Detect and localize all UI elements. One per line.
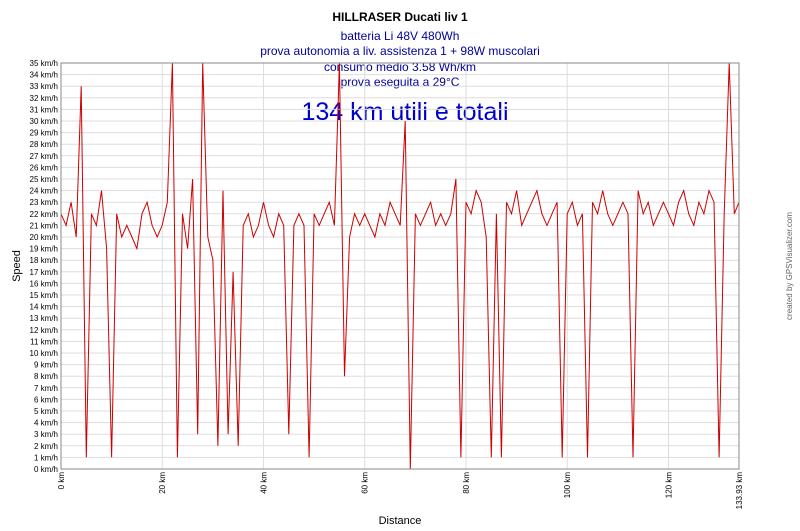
annotation-battery: batteria Li 48V 480Wh [341, 29, 460, 43]
y-tick-label: 13 km/h [30, 314, 58, 323]
y-tick-label: 8 km/h [34, 372, 58, 381]
y-tick-label: 29 km/h [30, 129, 58, 138]
y-tick-label: 27 km/h [30, 152, 58, 161]
chart-title: HILLRASER Ducati liv 1 [332, 10, 468, 24]
y-tick-label: 23 km/h [30, 198, 58, 207]
y-tick-label: 32 km/h [30, 94, 58, 103]
y-tick-label: 18 km/h [30, 256, 58, 265]
y-tick-label: 11 km/h [30, 337, 58, 346]
y-tick-label: 10 km/h [30, 349, 58, 358]
y-tick-label: 7 km/h [34, 384, 58, 393]
y-tick-label: 35 km/h [30, 59, 58, 68]
y-tick-label: 30 km/h [30, 117, 58, 126]
y-tick-label: 34 km/h [30, 71, 58, 80]
annotation-test-mode: prova autonomia a liv. assistenza 1 + 98… [260, 44, 540, 58]
series-line-speed [60, 62, 740, 470]
x-tick-label: 80 km [462, 472, 471, 494]
x-tick-label: 40 km [259, 472, 268, 494]
y-axis-label: Speed [11, 250, 23, 282]
y-tick-label: 24 km/h [30, 187, 58, 196]
x-tick-label: 133.93 km [735, 472, 744, 510]
x-tick-label: 20 km [158, 472, 167, 494]
annotation-temperature: prova eseguita a 29°C [341, 75, 460, 89]
y-tick-label: 14 km/h [30, 303, 58, 312]
plot-frame [60, 62, 740, 470]
x-tick-label: 100 km [563, 472, 572, 499]
y-tick-label: 12 km/h [30, 326, 58, 335]
y-tick-label: 28 km/h [30, 140, 58, 149]
y-tick-label: 33 km/h [30, 82, 58, 91]
y-tick-label: 5 km/h [34, 407, 58, 416]
x-tick-label: 60 km [361, 472, 370, 494]
y-tick-label: 26 km/h [30, 163, 58, 172]
y-tick-label: 25 km/h [30, 175, 58, 184]
x-tick-label: 0 km [57, 472, 66, 490]
y-tick-label: 31 km/h [30, 105, 58, 114]
x-tick-label: 120 km [664, 472, 673, 499]
y-tick-label: 3 km/h [34, 430, 58, 439]
y-tick-label: 15 km/h [30, 291, 58, 300]
y-tick-label: 6 km/h [34, 395, 58, 404]
y-tick-label: 16 km/h [30, 279, 58, 288]
y-tick-label: 1 km/h [34, 453, 58, 462]
y-tick-label: 2 km/h [34, 442, 58, 451]
x-axis-ticks: 0 km 20 km 40 km 60 km 80 km 100 km 120 km 133.… [57, 472, 744, 510]
x-axis-label: Distance [379, 515, 422, 527]
credit-text: created by GPSVisualizer.com [785, 212, 794, 320]
grid-lines [60, 62, 740, 470]
y-tick-label: 17 km/h [30, 268, 58, 277]
y-axis-ticks: 0 km/h 1 km/h 2 km/h 3 km/h 4 km/h 5 km/h 6 km… [30, 59, 58, 474]
annotation-consumption: consumo medio 3.58 Wh/km [324, 60, 476, 74]
y-tick-label: 19 km/h [30, 245, 58, 254]
y-tick-label: 22 km/h [30, 210, 58, 219]
y-tick-label: 9 km/h [34, 361, 58, 370]
y-tick-label: 21 km/h [30, 221, 58, 230]
y-tick-label: 20 km/h [30, 233, 58, 242]
y-tick-label: 4 km/h [34, 419, 58, 428]
y-tick-label: 0 km/h [34, 465, 58, 474]
